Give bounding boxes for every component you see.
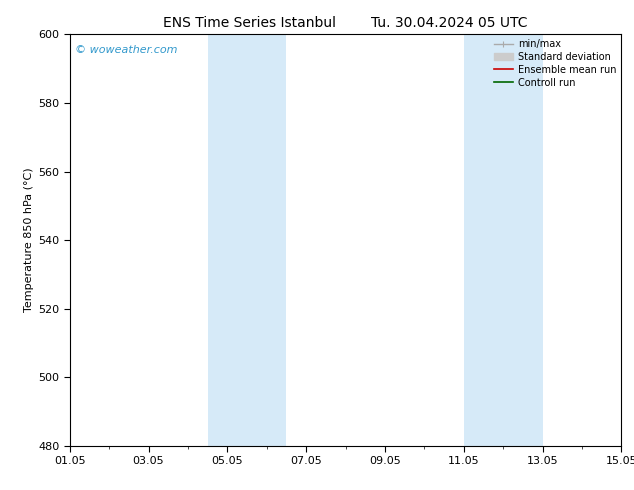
Y-axis label: Temperature 850 hPa (°C): Temperature 850 hPa (°C)	[24, 168, 34, 313]
Title: ENS Time Series Istanbul        Tu. 30.04.2024 05 UTC: ENS Time Series Istanbul Tu. 30.04.2024 …	[164, 16, 527, 30]
Legend: min/max, Standard deviation, Ensemble mean run, Controll run: min/max, Standard deviation, Ensemble me…	[491, 36, 619, 91]
Text: © woweather.com: © woweather.com	[75, 45, 178, 54]
Bar	[463, 34, 543, 446]
Bar	[207, 34, 287, 446]
